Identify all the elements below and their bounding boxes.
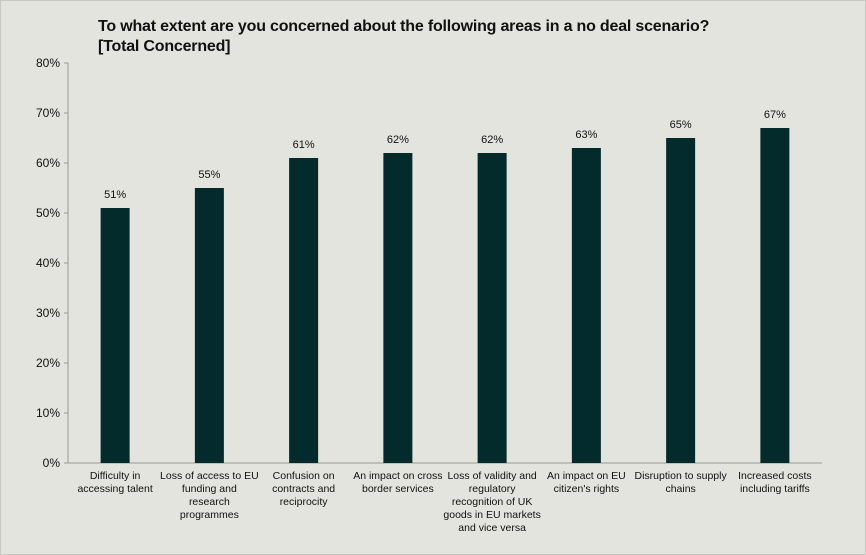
bar bbox=[194, 188, 224, 463]
bar-data-label: 65% bbox=[670, 119, 692, 131]
x-category-label: Loss of access to EU funding and research p… bbox=[160, 470, 259, 521]
bar-data-label: 51% bbox=[104, 189, 126, 201]
x-category-label-line: including tariffs bbox=[740, 483, 810, 495]
x-category-label-line: An impact on cross bbox=[353, 470, 442, 482]
bar bbox=[571, 148, 601, 463]
x-category-label-line: An impact on EU bbox=[547, 470, 626, 482]
bar-data-label: 67% bbox=[764, 109, 786, 121]
y-tick-label: 30% bbox=[36, 306, 60, 320]
x-category-label: Difficulty in accessing talent bbox=[77, 470, 152, 495]
y-tick-label: 80% bbox=[36, 56, 60, 70]
x-category-label-line: recognition of UK bbox=[452, 496, 533, 508]
y-tick-label: 60% bbox=[36, 156, 60, 170]
bar bbox=[477, 153, 507, 463]
x-category-label-line: border services bbox=[362, 483, 434, 495]
y-tick-label: 20% bbox=[36, 356, 60, 370]
x-category-label: An impact on EU citizen's rights bbox=[547, 470, 626, 495]
x-category-label: Disruption to supply chains bbox=[635, 470, 728, 495]
bar bbox=[383, 153, 413, 463]
x-category-label-line: accessing talent bbox=[77, 483, 152, 495]
x-category-label-line: contracts and bbox=[272, 483, 335, 495]
bar-data-label: 62% bbox=[387, 134, 409, 146]
y-tick-label: 40% bbox=[36, 256, 60, 270]
x-category-label-line: citizen's rights bbox=[554, 483, 620, 495]
x-category-label: Loss of validity and regulatory recognitio… bbox=[443, 470, 540, 534]
bar bbox=[760, 128, 790, 463]
y-tick-label: 0% bbox=[43, 456, 61, 470]
x-category-label: An impact on cross border services bbox=[353, 470, 442, 495]
chart-title-line: To what extent are you concerned about t… bbox=[98, 18, 710, 35]
x-category-label-line: and vice versa bbox=[458, 522, 526, 534]
bar-data-label: 63% bbox=[575, 129, 597, 141]
bar bbox=[289, 158, 319, 463]
bar bbox=[666, 138, 696, 463]
x-category-label-line: regulatory bbox=[469, 483, 516, 495]
bar-data-label: 61% bbox=[293, 139, 315, 151]
x-category-label-line: programmes bbox=[180, 509, 239, 521]
x-category-label: Confusion on contracts and reciprocity bbox=[272, 470, 335, 508]
x-category-label-line: research bbox=[189, 496, 230, 508]
x-category-label-line: reciprocity bbox=[280, 496, 329, 508]
x-category-label: Increased costs including tariffs bbox=[738, 470, 812, 495]
x-category-label-line: Disruption to supply bbox=[635, 470, 728, 482]
x-category-label-line: Increased costs bbox=[738, 470, 812, 482]
x-category-label-line: Confusion on bbox=[273, 470, 335, 482]
y-tick-label: 10% bbox=[36, 406, 60, 420]
x-category-label-line: Loss of access to EU bbox=[160, 470, 259, 482]
bar bbox=[100, 208, 130, 463]
x-category-label-line: chains bbox=[665, 483, 695, 495]
x-category-label-line: goods in EU markets bbox=[443, 509, 540, 521]
x-category-label-line: Difficulty in bbox=[90, 470, 141, 482]
chart-subtitle: [Total Concerned] bbox=[98, 38, 231, 55]
y-tick-label: 50% bbox=[36, 206, 60, 220]
bar-data-label: 55% bbox=[198, 169, 220, 181]
bar-data-label: 62% bbox=[481, 134, 503, 146]
y-tick-label: 70% bbox=[36, 106, 60, 120]
x-category-label-line: funding and bbox=[182, 483, 237, 495]
chart-title: To what extent are you concerned about t… bbox=[98, 17, 709, 57]
x-category-label-line: Loss of validity and bbox=[447, 470, 536, 482]
